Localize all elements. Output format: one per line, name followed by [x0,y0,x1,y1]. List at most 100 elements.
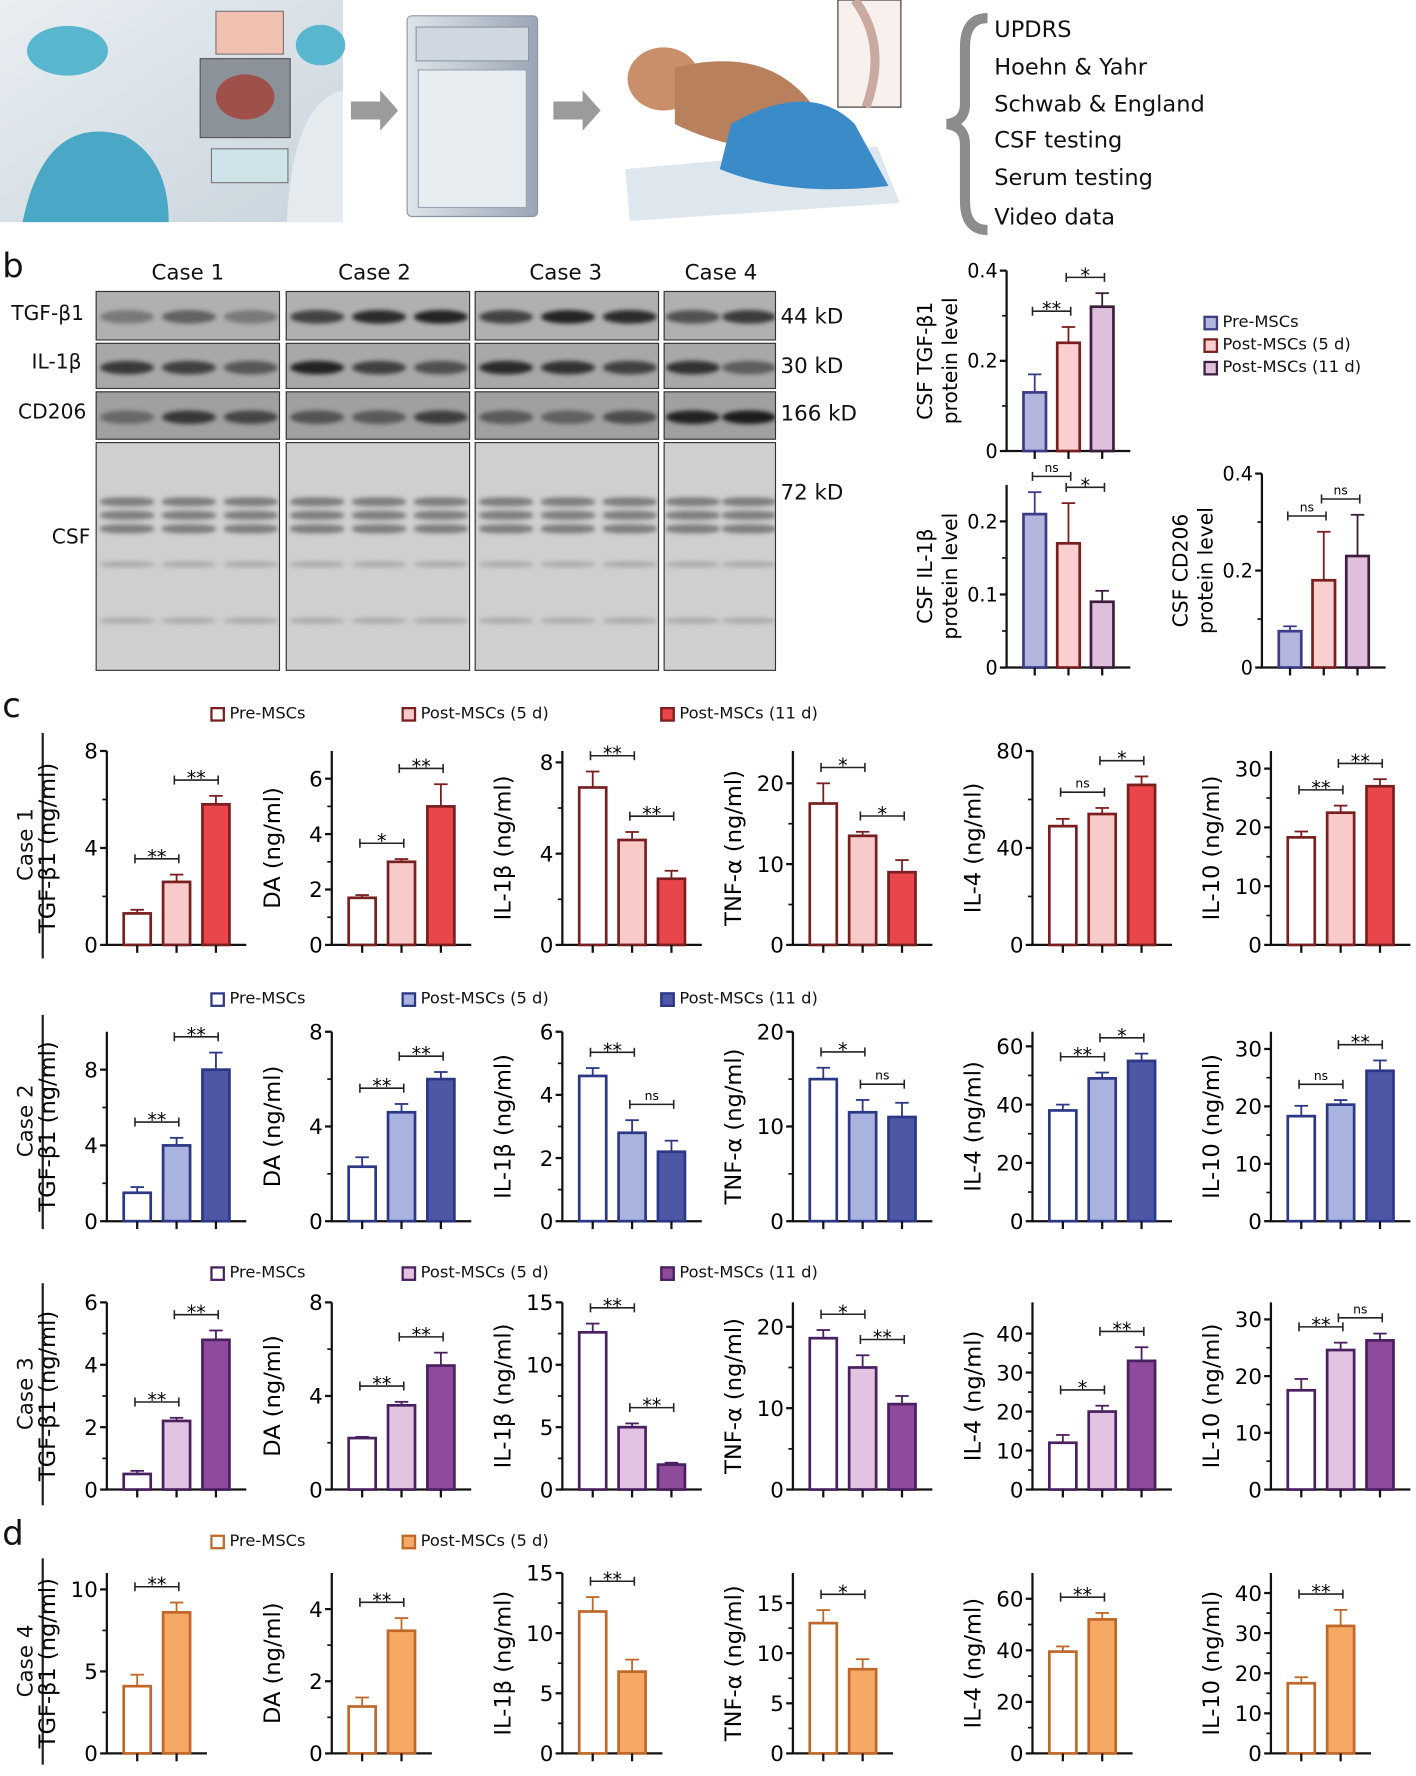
y-axis-label: TGF-β1 (ng/ml) [35,1041,61,1212]
y-axis-label: TGF-β1 (ng/ml) [35,763,61,934]
western-blot-panel [663,290,777,341]
significance-label: * [838,1301,848,1324]
y-tick-label: 20 [757,1020,784,1045]
bar-chart-c2-il10: 0 10 20 30 IL-10 (ng/ml) ns ** [1199,1031,1411,1235]
significance-label: ** [412,755,431,778]
y-tick-label: 10 [1235,1152,1262,1177]
protein-band [722,409,775,424]
y-tick-label: 10 [757,1642,784,1667]
bar-0 [808,802,839,947]
y-axis-label: TNF-α (ng/ml) [721,1049,747,1206]
brace-icon [946,12,988,236]
significance-label: ** [372,1589,391,1612]
y-tick-label: 2 [309,878,323,903]
protein-band [223,561,278,568]
significance-label: ** [603,742,622,765]
legend-swatch [210,991,225,1007]
significance-label: ** [147,1109,166,1132]
bar-0 [1286,836,1317,947]
bar-0 [347,896,377,947]
outcome-item: Video data [994,202,1116,231]
y-tick-label: 10 [1235,1702,1262,1727]
significance-label: ** [147,1573,166,1596]
molecular-weight-label: 44 kD [780,304,844,330]
y-axis-label: IL-4 (ng/ml) [961,1331,987,1461]
bar-1 [847,1366,878,1491]
blot-row-label: TGF-β1 [11,302,85,326]
y-tick-label: 15 [526,1291,553,1316]
protein-band [602,310,657,324]
outcome-item: UPDRS [994,15,1072,43]
y-tick-label: 0 [1010,1210,1024,1235]
bar-1 [1325,1103,1356,1223]
legend-label: Post-MSCs (5 d) [420,704,549,723]
csf-gel-panel [285,442,471,671]
protein-band [540,524,595,534]
bar-1 [1087,1618,1118,1755]
protein-band [413,409,468,424]
legend-label: Post-MSCs (5 d) [420,1532,549,1551]
y-axis-label: TGF-β1 (ng/ml) [35,1311,61,1482]
legend-swatch [210,1265,225,1281]
y-axis-label: IL-4 (ng/ml) [961,783,987,913]
legend-swatch [1203,315,1219,330]
y-tick-label: 10 [526,1353,553,1378]
y-tick-label: 0 [309,1742,323,1767]
significance-label: * [838,754,848,777]
protein-band [352,310,407,324]
protein-band [161,617,216,624]
outcome-item: Serum testing [994,163,1153,191]
legend-label: Post-MSCs (5 d) [420,990,549,1009]
bar-1 [1055,341,1082,453]
bar-1 [617,1425,647,1491]
procedure-illustration [0,0,903,223]
significance-label: * [1078,1376,1088,1399]
protein-band [602,510,657,520]
legend-swatch [210,1534,225,1549]
legend-label: Pre-MSCs [229,1532,306,1551]
legend-label: Pre-MSCs [229,704,306,723]
legend-swatch [660,706,675,722]
bar-0 [122,1472,153,1491]
y-tick-label: 2 [540,1147,554,1172]
protein-band [479,409,534,424]
protein-band [540,310,595,324]
protein-band [352,617,407,624]
bar-2 [201,802,231,947]
protein-band [161,360,216,374]
bar-1 [386,1403,417,1491]
y-axis-label: TGF-β1 (ng/ml) [35,1578,61,1749]
bar-1 [1311,578,1337,669]
bar-chart-c1-tgf: 0 4 8 TGF-β1 (ng/ml) ** ** [35,740,247,959]
y-axis-label: DA (ng/ml) [260,1335,286,1457]
protein-band [223,510,278,520]
y-tick-label: 0 [309,1478,323,1503]
blot-row-label: CSF [51,525,91,550]
legend-label: Pre-MSCs [1222,313,1299,332]
significance-label: ** [187,1301,206,1324]
protein-band [602,617,657,624]
protein-band [352,510,407,520]
bar-1 [1325,1624,1356,1755]
western-blot-panel [474,342,660,390]
outcome-item: Schwab & England [994,90,1205,118]
y-tick-label: 0 [84,934,98,959]
bar-1 [1087,812,1118,947]
significance-label: * [878,802,888,825]
significance-label: * [1117,1024,1127,1047]
protein-band [479,524,534,534]
y-tick-label: 30 [1235,1038,1262,1063]
legend-label: Post-MSCs (11 d) [679,1264,818,1283]
protein-band [100,360,155,374]
protein-band [352,497,407,507]
legend-label: Pre-MSCs [229,1264,306,1283]
y-tick-label: 5 [540,1682,554,1707]
protein-band [290,497,345,507]
y-tick-label: 30 [996,1361,1023,1386]
significance-label: ** [642,1394,661,1417]
protein-band [665,510,720,520]
western-blot-panel [474,290,660,341]
y-tick-label: 40 [1235,1582,1262,1607]
protein-band [290,561,345,568]
bar-chart-b-il1b: 0 0.1 0.2 CSF IL-1β protein level ns * [913,461,1131,679]
